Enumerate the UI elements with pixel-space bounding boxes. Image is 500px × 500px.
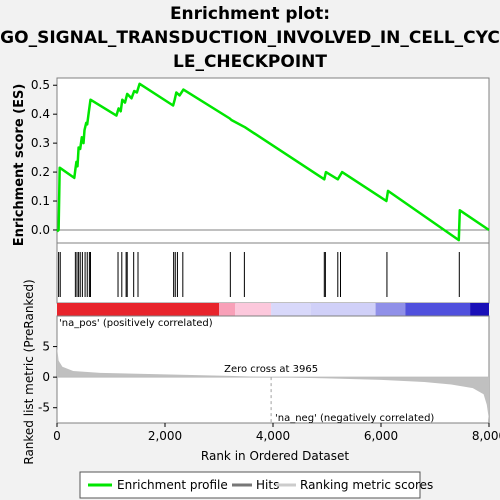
es-ytick-label: 0.0	[31, 223, 50, 237]
ranking-color-bar	[57, 303, 489, 316]
pos-correlated-label: 'na_pos' (positively correlated)	[59, 318, 213, 329]
x-tick-label: 0	[53, 429, 61, 443]
ranking-ytick-label: 5	[42, 340, 50, 354]
color-bar-segment	[219, 303, 236, 316]
neg-correlated-label: 'na_neg' (negatively correlated)	[275, 413, 434, 424]
es-ytick-label: 0.5	[31, 78, 50, 92]
es-ytick-label: 0.4	[31, 107, 50, 121]
es-panel	[56, 77, 490, 244]
title-line-1: Enrichment plot:	[169, 4, 331, 24]
x-axis-label: Rank in Ordered Dataset	[201, 449, 349, 463]
x-tick-label: 4,000	[256, 429, 290, 443]
enrichment-profile-line	[56, 82, 490, 242]
legend-ranking-label: Ranking metric scores	[300, 478, 433, 492]
es-ytick-label: 0.3	[31, 136, 50, 150]
ranking-ytick-label: -5	[38, 401, 50, 415]
es-ylabel: Enrichment score (ES)	[12, 84, 27, 247]
x-tick-label: 2,000	[148, 429, 182, 443]
es-ytick-label: 0.1	[31, 194, 50, 208]
color-bar-segment	[405, 303, 471, 316]
zero-cross-label: Zero cross at 3965	[224, 364, 318, 375]
color-bar-segment	[57, 303, 219, 316]
color-bar-segment	[271, 303, 311, 316]
x-tick-label: 8,000	[472, 429, 500, 443]
color-bar-segment	[375, 303, 406, 316]
color-bar-segment	[235, 303, 272, 316]
ranking-ylabel: Ranked list metric (PreRanked)	[22, 279, 36, 464]
es-ytick-label: 0.2	[31, 165, 50, 179]
color-bar-segment	[470, 303, 489, 316]
title-line-2: GO_SIGNAL_TRANSDUCTION_INVOLVED_IN_CELL_…	[0, 28, 500, 48]
color-bar-segment	[310, 303, 376, 316]
legend-enrichment-label: Enrichment profile	[117, 478, 228, 492]
legend-hits-label: Hits	[256, 478, 279, 492]
ranking-panel	[56, 315, 490, 424]
x-tick-label: 6,000	[364, 429, 398, 443]
title-line-3: LE_CHECKPOINT	[173, 52, 327, 72]
hits-panel	[56, 242, 490, 304]
ranking-ytick-label: 0	[42, 370, 50, 384]
